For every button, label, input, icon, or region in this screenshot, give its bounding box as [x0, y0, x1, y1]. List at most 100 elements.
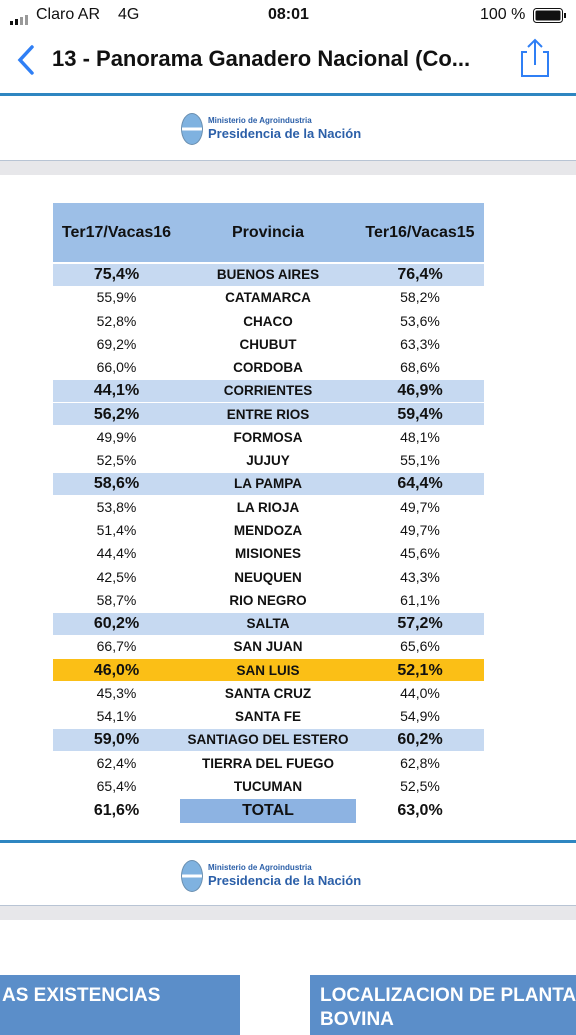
province: BUENOS AIRES [216, 267, 320, 282]
value: 46,0% [93, 661, 140, 679]
value: 75,4% [93, 266, 140, 283]
value: 44,4% [96, 545, 137, 562]
separator [0, 160, 576, 175]
value: 66,0% [96, 359, 137, 376]
presidency: Presidencia de la Nación [208, 873, 362, 888]
value: 69,2% [96, 335, 137, 352]
row-highlight [53, 263, 484, 286]
time: 08:01 [268, 6, 309, 23]
ministry: Ministerio de Agroindustria [208, 863, 312, 872]
value: 52,5% [96, 452, 137, 469]
signal [10, 12, 32, 30]
header-logo: Ministerio de Agroindustria Presidencia … [0, 100, 576, 160]
value: 52,8% [96, 312, 137, 329]
presidency: Presidencia de la Nación [208, 126, 362, 141]
province: SAN JUAN [233, 639, 303, 655]
card[interactable]: AS EXISTENCIAS [0, 975, 240, 1035]
province: ENTRE RIOS [226, 406, 310, 422]
emblem [181, 113, 203, 145]
value: 76,4% [397, 266, 443, 283]
value: 53,6% [400, 312, 440, 329]
value: 44,1% [93, 382, 140, 400]
value: 45,3% [96, 684, 137, 701]
value: 65,6% [400, 638, 440, 655]
row-highlight [53, 379, 484, 402]
province: JUJUY [246, 453, 290, 469]
value: 52,5% [400, 777, 440, 794]
value: 57,2% [397, 615, 443, 633]
footer-logo: Ministerio de Agroindustria Presidencia … [0, 848, 576, 908]
row-highlight [53, 659, 484, 682]
province: SANTA CRUZ [224, 685, 312, 701]
value: 53,8% [96, 498, 137, 515]
province: SALTA [246, 616, 290, 632]
card-title: BOVINA [320, 1009, 394, 1030]
ministry: Ministerio de Agroindustria [208, 116, 312, 125]
value: 65,4% [96, 777, 137, 794]
battery-label: 100 % [480, 6, 526, 23]
value: 62,4% [96, 754, 137, 771]
value: 60,2% [397, 731, 443, 749]
column-header: Ter17/Vacas16 [61, 224, 172, 241]
value: 55,9% [96, 289, 137, 306]
province: SAN LUIS [236, 662, 300, 678]
value: 58,7% [96, 591, 137, 608]
value: 64,4% [397, 475, 443, 493]
value: 55,1% [400, 452, 440, 469]
value: 58,6% [93, 475, 140, 493]
back-button[interactable] [16, 45, 36, 75]
value: 52,1% [397, 661, 443, 679]
header-row [53, 203, 484, 262]
row-highlight [53, 612, 484, 635]
value: 49,9% [96, 428, 137, 445]
nav-title: 13 - Panorama Ganadero Nacional (Co... [52, 46, 471, 71]
value: 66,7% [96, 638, 137, 655]
province: MENDOZA [233, 522, 303, 538]
total-box [180, 798, 356, 823]
value: 51,4% [96, 521, 137, 538]
emblem [181, 860, 203, 892]
province: SANTIAGO DEL ESTERO [187, 732, 349, 748]
province: RIO NEGRO [229, 592, 307, 608]
divider [0, 840, 576, 843]
carrier: Claro AR [36, 6, 101, 23]
province: TIERRA DEL FUEGO [201, 755, 334, 771]
value: 43,3% [400, 568, 440, 585]
province: FORMOSA [233, 429, 303, 445]
value: 68,6% [400, 359, 440, 376]
total-label: TOTAL [242, 801, 294, 819]
total-value: 63,0% [397, 801, 443, 819]
value: 45,6% [400, 545, 440, 562]
province: CORRIENTES [223, 383, 313, 399]
value: 59,0% [93, 731, 140, 749]
value: 42,5% [96, 568, 137, 585]
battery-icon [533, 8, 566, 23]
value: 54,9% [400, 708, 440, 725]
signal-icon [10, 15, 28, 25]
value: 59,4% [397, 405, 443, 423]
card[interactable]: LOCALIZACION DE PLANTA BOVINA [310, 975, 576, 1035]
card-title: LOCALIZACION DE PLANTA [320, 985, 576, 1006]
value: 62,8% [400, 754, 440, 771]
row-highlight [53, 403, 484, 426]
province: CATAMARCA [225, 290, 311, 306]
total-value: 61,6% [93, 801, 140, 819]
value: 44,0% [400, 684, 440, 701]
value: 48,1% [400, 428, 440, 445]
value: 49,7% [400, 498, 440, 515]
column-header: Provincia [231, 224, 305, 241]
network: 4G [118, 6, 140, 23]
row-highlight [53, 472, 484, 495]
value: 54,1% [96, 708, 137, 725]
province: CHACO [243, 313, 293, 329]
province: SANTA FE [235, 709, 301, 725]
share-button[interactable] [520, 38, 550, 78]
province: TUCUMAN [233, 778, 303, 794]
card-title: AS EXISTENCIAS [2, 985, 161, 1006]
province: CORDOBA [233, 360, 303, 376]
value: 49,7% [400, 521, 440, 538]
value: 60,2% [93, 615, 140, 633]
value: 61,1% [400, 591, 440, 608]
province: LA RIOJA [236, 499, 300, 515]
value: 63,3% [400, 335, 440, 352]
